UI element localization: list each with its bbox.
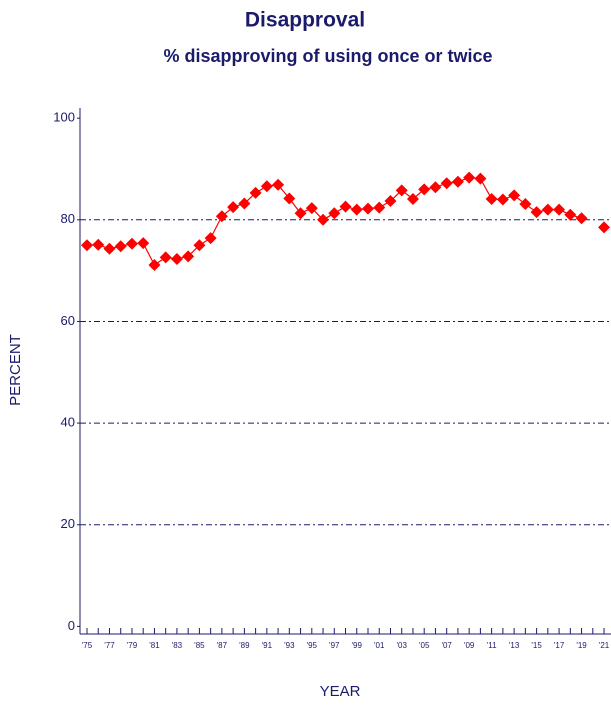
marker <box>215 210 228 223</box>
x-tick-label: '15 <box>531 641 542 650</box>
x-tick-label: '93 <box>284 641 295 650</box>
x-tick-label: '09 <box>464 641 475 650</box>
marker <box>496 193 509 206</box>
x-tick-label: '11 <box>487 641 497 650</box>
marker <box>227 201 240 214</box>
marker <box>182 250 195 263</box>
marker <box>451 175 464 188</box>
marker <box>317 213 330 226</box>
line <box>87 178 604 265</box>
marker <box>350 203 363 216</box>
y-tick-label: 20 <box>61 516 75 531</box>
x-tick-label: '03 <box>397 641 408 650</box>
x-tick-label: '79 <box>127 641 138 650</box>
marker <box>362 202 374 215</box>
marker <box>530 206 543 219</box>
chart-subtitle: % disapproving of using once or twice <box>163 46 492 66</box>
x-tick-label: '75 <box>82 641 93 650</box>
y-axis-label: PERCENT <box>7 334 24 406</box>
marker <box>81 239 93 252</box>
marker <box>283 192 296 205</box>
marker <box>294 207 307 220</box>
marker <box>384 195 397 208</box>
marker <box>418 183 431 196</box>
x-tick-label: '19 <box>576 641 587 650</box>
x-tick-label: '07 <box>441 641 452 650</box>
marker <box>260 180 273 193</box>
y-tick-label: 40 <box>61 415 75 430</box>
marker <box>395 184 408 197</box>
marker <box>373 201 386 214</box>
x-tick-label: '77 <box>104 641 115 650</box>
marker <box>249 186 262 199</box>
y-tick-label: 60 <box>61 313 75 328</box>
marker <box>125 237 138 250</box>
x-tick-label: '83 <box>172 641 183 650</box>
marker <box>575 212 588 225</box>
marker <box>440 177 453 190</box>
marker <box>598 221 611 234</box>
marker <box>170 252 183 265</box>
x-tick-label: '99 <box>352 641 363 650</box>
marker <box>508 189 521 202</box>
marker <box>564 208 577 221</box>
y-tick-label: 0 <box>68 618 75 633</box>
x-tick-label: '01 <box>374 641 385 650</box>
marker <box>541 203 554 216</box>
marker <box>328 207 341 220</box>
x-axis-label: YEAR <box>320 683 361 700</box>
marker <box>519 198 532 211</box>
marker <box>553 203 566 216</box>
x-tick-label: '95 <box>307 641 318 650</box>
marker <box>429 181 442 194</box>
marker <box>339 200 352 213</box>
marker <box>406 192 419 205</box>
x-tick-label: '05 <box>419 641 430 650</box>
marker <box>103 242 116 255</box>
marker <box>137 237 150 250</box>
marker <box>305 202 318 215</box>
chart-title: Disapproval <box>245 9 365 32</box>
marker <box>114 240 127 253</box>
y-tick-label: 80 <box>61 211 75 226</box>
x-tick-label: '17 <box>554 641 565 650</box>
x-tick-label: '85 <box>194 641 205 650</box>
x-tick-label: '89 <box>239 641 250 650</box>
marker <box>193 239 206 252</box>
marker <box>159 251 172 264</box>
marker <box>238 197 251 210</box>
y-tick-label: 100 <box>53 110 75 125</box>
marker <box>148 259 161 272</box>
x-tick-label: '87 <box>217 641 228 650</box>
marker <box>485 192 498 205</box>
x-tick-label: '91 <box>262 641 273 650</box>
x-tick-label: '13 <box>509 641 520 650</box>
x-tick-label: '81 <box>149 641 160 650</box>
marker <box>204 232 217 245</box>
marker <box>474 172 487 185</box>
x-tick-label: '97 <box>329 641 340 650</box>
marker <box>463 171 476 184</box>
marker <box>272 178 285 191</box>
x-tick-label: '21 <box>599 641 610 650</box>
marker <box>92 238 105 251</box>
